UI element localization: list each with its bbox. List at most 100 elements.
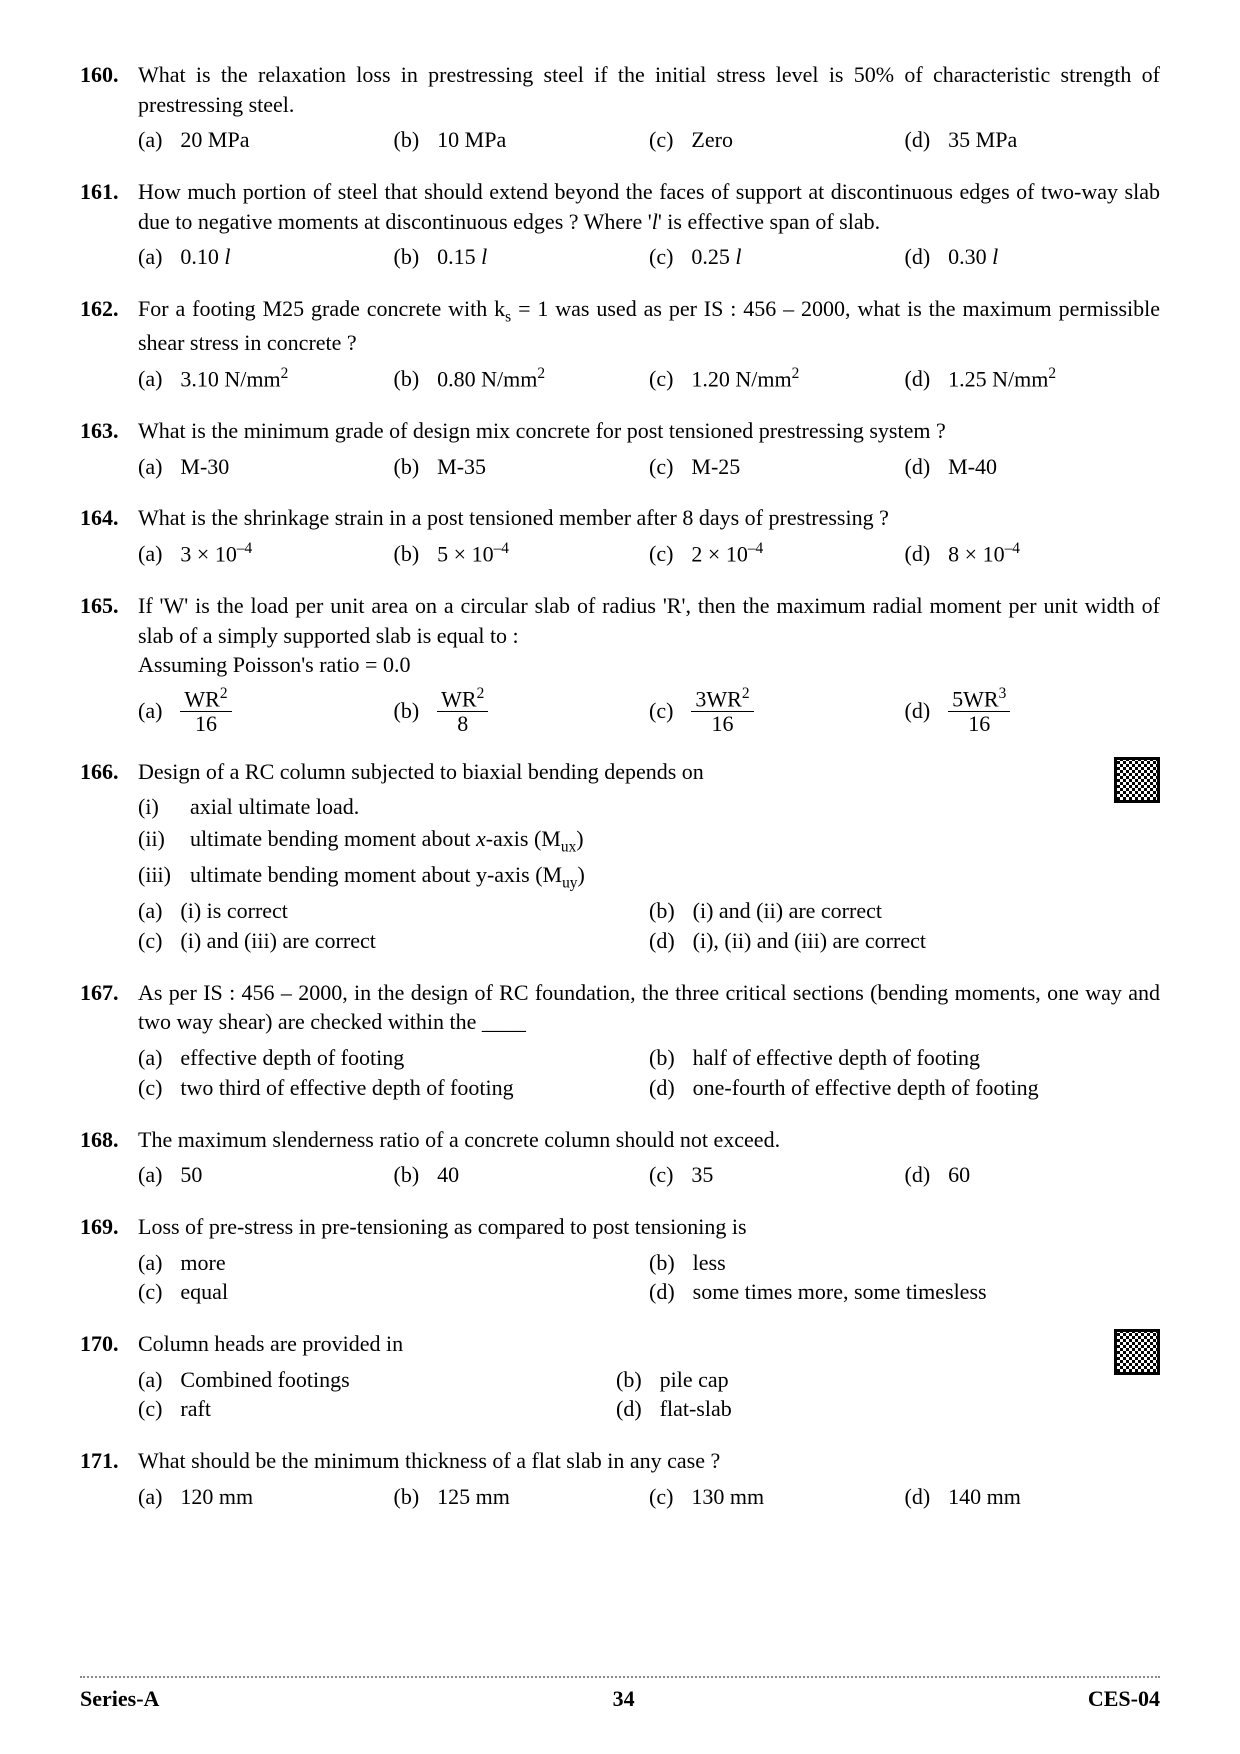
option: (d) flat-slab bbox=[616, 1394, 1094, 1424]
option-label: (d) bbox=[649, 926, 675, 956]
option-text: 20 MPa bbox=[180, 125, 249, 155]
option-text: some times more, some timesless bbox=[693, 1277, 987, 1307]
question: 165.If 'W' is the load per unit area on … bbox=[80, 591, 1160, 735]
option: (d)140 mm bbox=[905, 1482, 1161, 1512]
option-text: flat-slab bbox=[660, 1394, 732, 1424]
question-text: How much portion of steel that should ex… bbox=[138, 177, 1160, 236]
option: (a)more bbox=[138, 1248, 649, 1278]
option-label: (b) bbox=[394, 452, 420, 482]
option-label: (c) bbox=[138, 1073, 162, 1103]
question-body: How much portion of steel that should ex… bbox=[138, 177, 1160, 272]
option-text: equal bbox=[180, 1277, 228, 1307]
option-label: (c) bbox=[649, 125, 673, 155]
option-label: (a) bbox=[138, 1043, 162, 1073]
option-label: (c) bbox=[649, 696, 673, 726]
sub-text: ultimate bending moment about y-axis (Mu… bbox=[190, 860, 585, 894]
option: (c) 2 × 10–4 bbox=[649, 539, 905, 569]
option: (a) M-30 bbox=[138, 452, 394, 482]
option: (c)Zero bbox=[649, 125, 905, 155]
option: (d)1.25 N/mm2 bbox=[905, 364, 1161, 394]
option-row: (a)3.10 N/mm2(b)0.80 N/mm2(c)1.20 N/mm2(… bbox=[138, 364, 1160, 394]
option-label: (b) bbox=[649, 1043, 675, 1073]
question-text: Design of a RC column subjected to biaxi… bbox=[138, 757, 1160, 787]
option-label: (b) bbox=[394, 1160, 420, 1190]
option-row: (a)effective depth of footing(b)half of … bbox=[138, 1043, 1160, 1102]
question: 164.What is the shrinkage strain in a po… bbox=[80, 503, 1160, 569]
option: (d)0.30 l bbox=[905, 242, 1161, 272]
option-text: 10 MPa bbox=[437, 125, 506, 155]
fraction: 3WR216 bbox=[691, 686, 753, 735]
option-label: (c) bbox=[649, 1160, 673, 1190]
qr-icon bbox=[1114, 757, 1160, 803]
option-row: (a)120 mm(b)125 mm(c)130 mm(d)140 mm bbox=[138, 1482, 1160, 1512]
question: 166.Design of a RC column subjected to b… bbox=[80, 757, 1160, 956]
option: (c) (i) and (iii) are correct bbox=[138, 926, 649, 956]
option-text: 1.25 N/mm2 bbox=[948, 364, 1056, 394]
question-number: 162. bbox=[80, 294, 138, 394]
question-number: 165. bbox=[80, 591, 138, 735]
question-body: What is the shrinkage strain in a post t… bbox=[138, 503, 1160, 569]
qr-icon bbox=[1114, 1329, 1160, 1375]
option-label: (b) bbox=[394, 364, 420, 394]
question-number: 167. bbox=[80, 978, 138, 1103]
page-footer: Series-A 34 CES-04 bbox=[80, 1676, 1160, 1714]
option-label: (a) bbox=[138, 896, 162, 926]
option-label: (b) bbox=[616, 1365, 642, 1395]
option: (a)120 mm bbox=[138, 1482, 394, 1512]
sub-item: (i)axial ultimate load. bbox=[138, 792, 1094, 822]
option-text: 2 × 10–4 bbox=[691, 539, 763, 569]
question-body: What is the relaxation loss in prestress… bbox=[138, 60, 1160, 155]
option: (c)two third of effective depth of footi… bbox=[138, 1073, 649, 1103]
question-number: 168. bbox=[80, 1125, 138, 1190]
option-label: (a) bbox=[138, 1248, 162, 1278]
question-body: Loss of pre-stress in pre-tensioning as … bbox=[138, 1212, 1160, 1307]
option-label: (a) bbox=[138, 1160, 162, 1190]
option: (b)half of effective depth of footing bbox=[649, 1043, 1160, 1073]
option-label: (a) bbox=[138, 452, 162, 482]
question-body: What is the minimum grade of design mix … bbox=[138, 416, 1160, 481]
option-label: (d) bbox=[905, 539, 931, 569]
option-text: (i) and (iii) are correct bbox=[180, 926, 375, 956]
question: 171.What should be the minimum thickness… bbox=[80, 1446, 1160, 1511]
option-text: 8 × 10–4 bbox=[948, 539, 1020, 569]
option-row: (a)more(b)less (c) equal (d) some times more… bbox=[138, 1248, 1160, 1307]
option-text: 40 bbox=[437, 1160, 459, 1190]
option: (a)effective depth of footing bbox=[138, 1043, 649, 1073]
question-text: What is the minimum grade of design mix … bbox=[138, 416, 1160, 446]
option: (c)raft bbox=[138, 1394, 616, 1424]
option-text: M-30 bbox=[180, 452, 229, 482]
option-label: (d) bbox=[649, 1277, 675, 1307]
option-label: (c) bbox=[138, 1277, 162, 1307]
fraction: 5WR316 bbox=[948, 686, 1010, 735]
sub-label: (i) bbox=[138, 792, 190, 822]
option-text: 120 mm bbox=[180, 1482, 253, 1512]
sub-label: (ii) bbox=[138, 824, 190, 858]
option: (a)3 × 10–4 bbox=[138, 539, 394, 569]
question-body: Column heads are provided in(a)Combined … bbox=[138, 1329, 1160, 1424]
option: (d)60 bbox=[905, 1160, 1161, 1190]
sub-text: axial ultimate load. bbox=[190, 792, 359, 822]
question-number: 170. bbox=[80, 1329, 138, 1424]
sub-label: (iii) bbox=[138, 860, 190, 894]
question: 170.Column heads are provided in(a)Combi… bbox=[80, 1329, 1160, 1424]
question-number: 166. bbox=[80, 757, 138, 956]
option-label: (d) bbox=[616, 1394, 642, 1424]
option-label: (c) bbox=[138, 926, 162, 956]
option-label: (d) bbox=[905, 125, 931, 155]
sub-text: ultimate bending moment about x-axis (Mu… bbox=[190, 824, 584, 858]
option: (b)(i) and (ii) are correct bbox=[649, 896, 1160, 926]
option-label: (a) bbox=[138, 242, 162, 272]
question-body: If 'W' is the load per unit area on a ci… bbox=[138, 591, 1160, 735]
option: (c)35 bbox=[649, 1160, 905, 1190]
option-text: 125 mm bbox=[437, 1482, 510, 1512]
option: (a)3.10 N/mm2 bbox=[138, 364, 394, 394]
sub-item: (iii)ultimate bending moment about y-axi… bbox=[138, 860, 1160, 894]
question-text: As per IS : 456 – 2000, in the design of… bbox=[138, 978, 1160, 1037]
option-text: 0.10 l bbox=[180, 242, 230, 272]
option-text: 1.20 N/mm2 bbox=[691, 364, 799, 394]
option: (b)less bbox=[649, 1248, 1160, 1278]
question: 163.What is the minimum grade of design … bbox=[80, 416, 1160, 481]
option-label: (b) bbox=[394, 696, 420, 726]
sub-item: (ii)ultimate bending moment about x-axis… bbox=[138, 824, 1160, 858]
option-label: (c) bbox=[649, 539, 673, 569]
